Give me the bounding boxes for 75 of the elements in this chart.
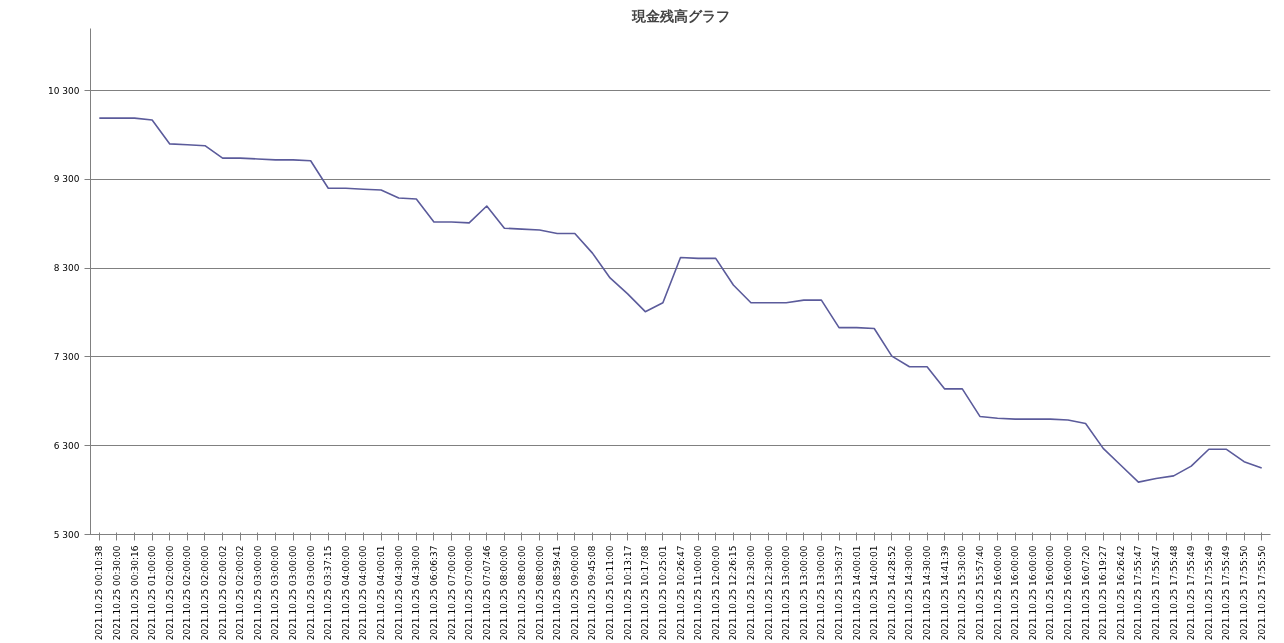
x-tick-label: 2021.10.25 04:00:00 (340, 545, 351, 641)
x-tick-label: 2021.10.25 16:00:00 (1010, 545, 1021, 641)
x-tick-label: 2021.10.25 12:26:15 (728, 545, 739, 641)
x-tick-label: 2021.10.25 02:00:02 (235, 545, 246, 641)
x-tick-label: 2021.10.25 01:00:00 (147, 545, 158, 641)
x-tick-label: 2021.10.25 02:00:02 (217, 545, 228, 641)
x-tick-label: 2021.10.25 02:00:00 (199, 545, 210, 641)
x-tick-label: 2021.10.25 13:00:00 (781, 545, 792, 641)
x-tick-label: 2021.10.25 16:07:20 (1080, 545, 1091, 641)
x-tick-label: 2021.10.25 03:00:00 (305, 545, 316, 641)
x-tick-label: 2021.10.25 08:00:00 (516, 545, 527, 641)
x-tick-label: 2021.10.25 03:00:00 (270, 545, 281, 641)
x-tick-label: 2021.10.25 04:30:00 (393, 545, 404, 641)
x-tick-label: 2021.10.25 16:00:00 (1045, 545, 1056, 641)
x-tick-label: 2021.10.25 15:57:40 (974, 545, 985, 641)
x-tick-label: 2021.10.25 04:00:01 (376, 545, 387, 641)
x-tick-label: 2021.10.25 12:30:00 (745, 545, 756, 641)
x-tick-label: 2021.10.25 10:25:01 (657, 545, 668, 641)
x-tick-label: 2021.10.25 13:00:00 (798, 545, 809, 641)
x-tick-label: 2021.10.25 04:00:00 (358, 545, 369, 641)
x-tick-label: 2021.10.25 14:30:00 (922, 545, 933, 641)
x-tick-label: 2021.10.25 08:59:41 (552, 545, 563, 641)
x-tick-label: 2021.10.25 17:55:49 (1203, 545, 1214, 641)
x-tick-label: 2021.10.25 17:55:49 (1221, 545, 1232, 641)
y-tick-label: 9 300 (53, 174, 80, 185)
x-tick-label: 2021.10.25 04:30:00 (411, 545, 422, 641)
x-tick-label: 2021.10.25 12:00:00 (710, 545, 721, 641)
x-tick-label: 2021.10.25 00:30:16 (129, 545, 140, 641)
x-tick-label: 2021.10.25 14:00:01 (869, 545, 880, 641)
x-tick-label: 2021.10.25 13:50:37 (834, 545, 845, 641)
x-tick-label: 2021.10.25 16:00:00 (1062, 545, 1073, 641)
x-tick-label: 2021.10.25 12:30:00 (763, 545, 774, 641)
x-tick-label: 2021.10.25 17:55:50 (1256, 545, 1267, 641)
x-tick-label: 2021.10.25 16:26:42 (1115, 545, 1126, 641)
x-tick-label: 2021.10.25 09:00:00 (569, 545, 580, 641)
x-tick-label: 2021.10.25 11:00:00 (693, 545, 704, 641)
x-tick-label: 2021.10.25 07:07:46 (481, 545, 492, 641)
y-tick-label: 7 300 (53, 351, 80, 362)
x-tick-label: 2021.10.25 08:00:00 (499, 545, 510, 641)
y-tick-label: 10 300 (48, 85, 80, 96)
x-tick-label: 2021.10.25 10:26:47 (675, 545, 686, 641)
x-tick-label: 2021.10.25 13:00:00 (816, 545, 827, 641)
x-tick-label: 2021.10.25 16:19:27 (1098, 545, 1109, 641)
x-tick-label: 2021.10.25 17:55:50 (1239, 545, 1250, 641)
x-tick-label: 2021.10.25 00:30:00 (111, 545, 122, 641)
x-tick-label: 2021.10.25 14:41:39 (939, 545, 950, 641)
x-tick-label: 2021.10.25 14:28:52 (886, 545, 897, 641)
x-tick-label: 2021.10.25 07:00:00 (464, 545, 475, 641)
line-series (98, 117, 1263, 483)
x-tick-label: 2021.10.25 10:13:17 (622, 545, 633, 641)
x-tick-label: 2021.10.25 16:00:00 (1027, 545, 1038, 641)
y-tick-label: 6 300 (53, 440, 80, 451)
x-tick-label: 2021.10.25 03:00:00 (288, 545, 299, 641)
x-tick-label: 2021.10.25 09:45:08 (587, 545, 598, 641)
x-tick-label: 2021.10.25 17:55:48 (1168, 545, 1179, 641)
x-tick-label: 2021.10.25 15:30:00 (957, 545, 968, 641)
chart-title: 現金残高グラフ (630, 7, 730, 24)
x-tick-label: 2021.10.25 10:11:00 (605, 545, 616, 641)
x-tick-label: 2021.10.25 10:17:08 (640, 545, 651, 641)
x-tick-label: 2021.10.25 17:55:49 (1186, 545, 1197, 641)
x-tick-label: 2021.10.25 17:55:47 (1133, 545, 1144, 641)
x-tick-label: 2021.10.25 07:00:00 (446, 545, 457, 641)
x-tick-label: 2021.10.25 00:10:38 (94, 545, 105, 641)
x-tick-label: 2021.10.25 03:00:00 (252, 545, 263, 641)
x-tick-label: 2021.10.25 16:00:00 (992, 545, 1003, 641)
x-tick-label: 2021.10.25 14:00:01 (851, 545, 862, 641)
x-tick-label: 2021.10.25 03:37:15 (323, 545, 334, 641)
x-tick-label: 2021.10.25 08:00:00 (534, 545, 545, 641)
x-tick-label: 2021.10.25 02:00:00 (182, 545, 193, 641)
y-tick-label: 5 300 (53, 529, 80, 540)
x-tick-label: 2021.10.25 02:00:00 (164, 545, 175, 641)
x-tick-label: 2021.10.25 06:06:37 (428, 545, 439, 641)
y-tick-label: 8 300 (53, 263, 80, 274)
x-tick-label: 2021.10.25 14:30:00 (904, 545, 915, 641)
x-tick-label: 2021.10.25 17:55:47 (1151, 545, 1162, 641)
